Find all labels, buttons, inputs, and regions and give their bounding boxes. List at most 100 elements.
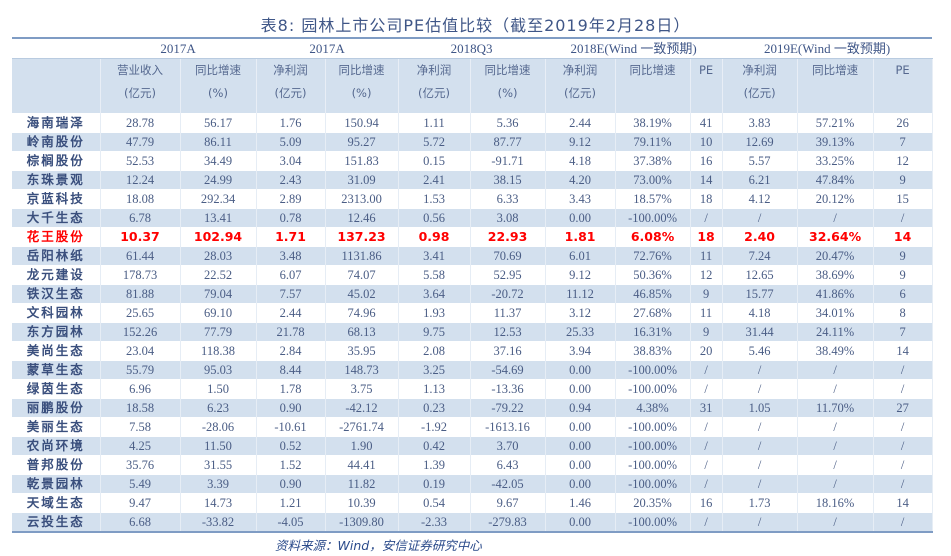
company-name: 棕榈股份 [12, 151, 101, 171]
cell-value: -100.00% [615, 474, 691, 494]
company-name: 乾景园林 [12, 474, 101, 494]
cell-value: 14 [873, 341, 933, 361]
cell-value: 5.72 [398, 132, 471, 152]
column-header-label: 同比增速 [338, 63, 385, 77]
cell-value: 0.00 [545, 512, 616, 533]
column-header: 同比增速 [797, 58, 874, 114]
cell-value: 14 [690, 170, 723, 190]
cell-value: 5.58 [398, 265, 471, 285]
cell-value: 22.52 [180, 265, 257, 285]
cell-value: 2.43 [256, 170, 326, 190]
column-header: PE [873, 58, 933, 114]
cell-value: / [797, 208, 874, 228]
cell-value: 0.00 [545, 379, 616, 399]
column-header-label: PE [698, 63, 714, 77]
cell-value: 118.38 [180, 341, 257, 361]
corner-cell [12, 37, 100, 59]
cell-value: 25.33 [545, 322, 616, 342]
cell-value: 11 [690, 303, 723, 323]
cell-value: 4.38% [615, 398, 691, 418]
cell-value: 95.03 [180, 360, 257, 380]
cell-value: / [690, 379, 723, 399]
cell-value: 1.11 [398, 113, 471, 133]
table-title: 表8: 园林上市公司PE估值比较（截至2019年2月28日） [260, 16, 691, 35]
cell-value: 9 [873, 265, 933, 285]
cell-value: 18 [690, 227, 723, 247]
cell-value: 73.00% [615, 170, 691, 190]
cell-value: -279.83 [470, 512, 546, 533]
cell-value: 3.12 [545, 303, 616, 323]
column-header-label: 净利润 [416, 63, 452, 77]
cell-value: 0.00 [545, 436, 616, 456]
corner-cell [12, 58, 101, 114]
group-header-row: 2017A 2017A 2018Q3 2018E(Wind 一致预期) 2019… [12, 37, 933, 59]
cell-value: -100.00% [615, 379, 691, 399]
cell-value: 18.58 [100, 398, 181, 418]
cell-value: 9.12 [545, 132, 616, 152]
cell-value: 37.38% [615, 151, 691, 171]
cell-value: 7 [873, 132, 933, 152]
cell-value: 4.18 [722, 303, 798, 323]
group-header: 2018E(Wind 一致预期) [545, 37, 723, 59]
cell-value: 32.64% [797, 227, 874, 247]
cell-value: 16 [690, 151, 723, 171]
cell-value: 1.05 [722, 398, 798, 418]
cell-value: 1.50 [180, 379, 257, 399]
cell-value: -100.00% [615, 360, 691, 380]
cell-value: 47.79 [100, 132, 181, 152]
cell-value: 22.93 [470, 227, 546, 247]
group-header: 2017A [100, 37, 257, 59]
company-name: 岭南股份 [12, 132, 101, 152]
cell-value: 23.04 [100, 341, 181, 361]
cell-value: 152.26 [100, 322, 181, 342]
cell-value: 11.50 [180, 436, 257, 456]
cell-value: 9.47 [100, 493, 181, 513]
cell-value: / [873, 379, 933, 399]
column-header: 同比增速 (%) [180, 58, 257, 114]
cell-value: 150.94 [325, 113, 399, 133]
cell-value: 3.41 [398, 246, 471, 266]
table-row: 农尚环境 4.25 11.50 0.52 1.90 0.42 3.70 0.00 -100.00… [12, 436, 933, 456]
cell-value: 1.52 [256, 455, 326, 475]
column-header-label: 同比增速 [629, 63, 676, 77]
cell-value: / [722, 379, 798, 399]
column-header-label: 同比增速 [812, 63, 859, 77]
cell-value: 31.44 [722, 322, 798, 342]
cell-value: 79.11% [615, 132, 691, 152]
cell-value: 41.86% [797, 284, 874, 304]
cell-value: 102.94 [180, 227, 257, 247]
column-header-label: 净利润 [562, 63, 598, 77]
column-header-unit [874, 82, 932, 105]
cell-value: 0.56 [398, 208, 471, 228]
cell-value: 12.65 [722, 265, 798, 285]
cell-value: 20.47% [797, 246, 874, 266]
cell-value: -100.00% [615, 512, 691, 533]
cell-value: 2.44 [256, 303, 326, 323]
cell-value: / [690, 417, 723, 437]
table-row: 云投生态 6.68 -33.82 -4.05 -1309.80 -2.33 -279.83 0… [12, 512, 933, 533]
cell-value: 41 [690, 113, 723, 133]
cell-value: / [722, 360, 798, 380]
source-note: 资料来源：Wind，安信证券研究中心 [275, 538, 482, 553]
cell-value: 18.57% [615, 189, 691, 209]
column-header-label: 同比增速 [484, 63, 531, 77]
table-row: 东珠景观 12.24 24.99 2.43 31.09 2.41 38.15 4.20 73.0… [12, 170, 933, 190]
column-header-label: 营业收入 [117, 63, 163, 77]
company-name: 农尚环境 [12, 436, 101, 456]
cell-value: 55.79 [100, 360, 181, 380]
company-name: 美丽生态 [12, 417, 101, 437]
column-header-unit [691, 82, 722, 105]
table-row: 美尚生态 23.04 118.38 2.84 35.95 2.08 37.16 3.94 38.… [12, 341, 933, 361]
column-header: 营业收入 (亿元) [100, 58, 181, 114]
cell-value: 6.08% [615, 227, 691, 247]
table-row: 京蓝科技 18.08 292.34 2.89 2313.00 1.53 6.33 3.43 18… [12, 189, 933, 209]
cell-value: 28.78 [100, 113, 181, 133]
cell-value: -10.61 [256, 417, 326, 437]
column-header-label: 同比增速 [195, 63, 241, 77]
cell-value: 178.73 [100, 265, 181, 285]
cell-value: / [873, 208, 933, 228]
company-name: 大千生态 [12, 208, 101, 228]
cell-value: 11.82 [325, 474, 399, 494]
table-row: 铁汉生态 81.88 79.04 7.57 45.02 3.64 -20.72 11.12 46… [12, 284, 933, 304]
cell-value: -100.00% [615, 417, 691, 437]
